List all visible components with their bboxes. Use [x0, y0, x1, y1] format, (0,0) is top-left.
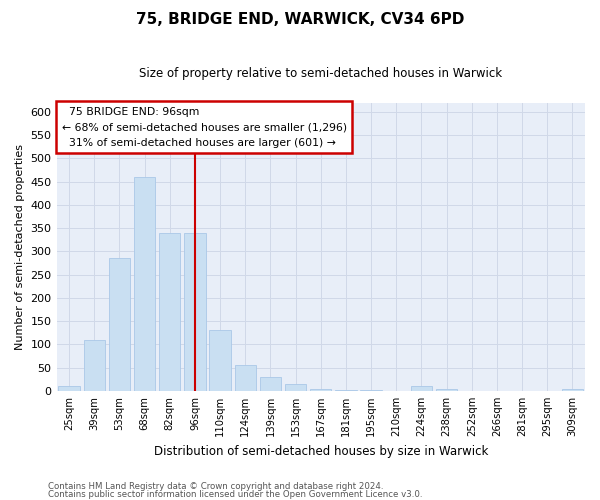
Text: Contains public sector information licensed under the Open Government Licence v3: Contains public sector information licen…	[48, 490, 422, 499]
Bar	[235, 366, 256, 391]
Bar	[209, 330, 231, 391]
Bar	[58, 386, 80, 391]
Text: Contains HM Land Registry data © Crown copyright and database right 2024.: Contains HM Land Registry data © Crown c…	[48, 482, 383, 491]
Title: Size of property relative to semi-detached houses in Warwick: Size of property relative to semi-detach…	[139, 68, 502, 80]
Bar	[159, 233, 181, 391]
Bar	[83, 340, 105, 391]
Bar	[436, 388, 457, 391]
Bar	[335, 390, 356, 391]
Bar	[184, 233, 206, 391]
Bar	[562, 388, 583, 391]
Bar	[260, 377, 281, 391]
Bar	[361, 390, 382, 391]
Text: 75 BRIDGE END: 96sqm
← 68% of semi-detached houses are smaller (1,296)
  31% of : 75 BRIDGE END: 96sqm ← 68% of semi-detac…	[62, 107, 347, 148]
Bar	[109, 258, 130, 391]
X-axis label: Distribution of semi-detached houses by size in Warwick: Distribution of semi-detached houses by …	[154, 444, 488, 458]
Bar	[285, 384, 307, 391]
Bar	[134, 177, 155, 391]
Text: 75, BRIDGE END, WARWICK, CV34 6PD: 75, BRIDGE END, WARWICK, CV34 6PD	[136, 12, 464, 28]
Bar	[310, 388, 331, 391]
Y-axis label: Number of semi-detached properties: Number of semi-detached properties	[15, 144, 25, 350]
Bar	[411, 386, 432, 391]
